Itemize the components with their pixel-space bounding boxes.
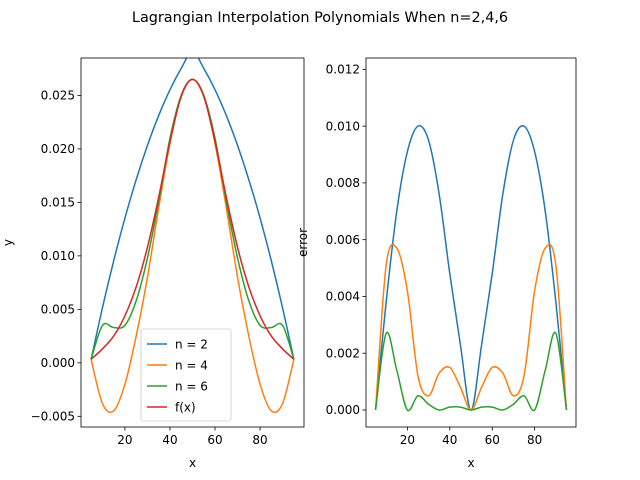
y-tick-label: 0.015 xyxy=(41,196,75,210)
legend-label: n = 4 xyxy=(175,358,208,372)
y-tick-label: 0.008 xyxy=(326,176,360,190)
legend-label: f(x) xyxy=(175,400,196,414)
series-group xyxy=(90,58,295,414)
axes-frame xyxy=(365,57,577,428)
x-tick-label: 40 xyxy=(442,433,457,447)
y-tick-label: 0.002 xyxy=(326,346,360,360)
x-tick-label: 20 xyxy=(117,433,132,447)
series-line-n-2 xyxy=(374,124,568,411)
x-tick-label: 60 xyxy=(485,433,500,447)
y-axis-label: y xyxy=(1,239,15,246)
legend-box xyxy=(140,328,232,422)
legend-label: n = 6 xyxy=(175,379,208,393)
series-line-f-x xyxy=(90,78,295,360)
y-tick-label: 0.006 xyxy=(326,233,360,247)
y-tick-label: 0.010 xyxy=(326,119,360,133)
legend: n = 2 n = 4 n = 6 f(x) xyxy=(140,328,232,422)
x-axis-label: x xyxy=(189,456,196,470)
series-line-n-2 xyxy=(90,58,295,360)
y-tick-label: 0.000 xyxy=(41,356,75,370)
series-line-n-6 xyxy=(90,78,295,360)
legend-label: n = 2 xyxy=(175,337,208,351)
y-tick-label: 0.012 xyxy=(326,63,360,77)
series-line-n-4 xyxy=(374,243,568,411)
y-axis-label: error xyxy=(296,228,310,257)
x-tick-label: 40 xyxy=(162,433,177,447)
y-tick-label: 0.025 xyxy=(41,89,75,103)
x-tick-label: 80 xyxy=(252,433,267,447)
left-plot-panel: 20 40 60 80 −0.005 0.000 0.005 0.010 0.015 0.020 0… xyxy=(1,57,305,470)
y-tick-label: 0.010 xyxy=(41,249,75,263)
y-tick-label: 0.020 xyxy=(41,142,75,156)
x-tick-label: 20 xyxy=(400,433,415,447)
x-tick-label: 60 xyxy=(207,433,222,447)
x-axis-label: x xyxy=(467,456,474,470)
y-tick-label: 0.000 xyxy=(326,403,360,417)
series-line-n-6 xyxy=(374,331,568,412)
y-tick-label: 0.005 xyxy=(41,303,75,317)
y-tick-label: −0.005 xyxy=(31,410,75,424)
x-tick-label: 80 xyxy=(527,433,542,447)
right-plot-panel: 20 40 60 80 0.000 0.002 0.004 0.006 0.008 0.010 0.… xyxy=(296,57,577,470)
figure-title: Lagrangian Interpolation Polynomials Whe… xyxy=(132,10,508,26)
y-tick-label: 0.004 xyxy=(326,290,360,304)
series-group xyxy=(374,124,568,412)
axes-frame xyxy=(80,57,305,428)
